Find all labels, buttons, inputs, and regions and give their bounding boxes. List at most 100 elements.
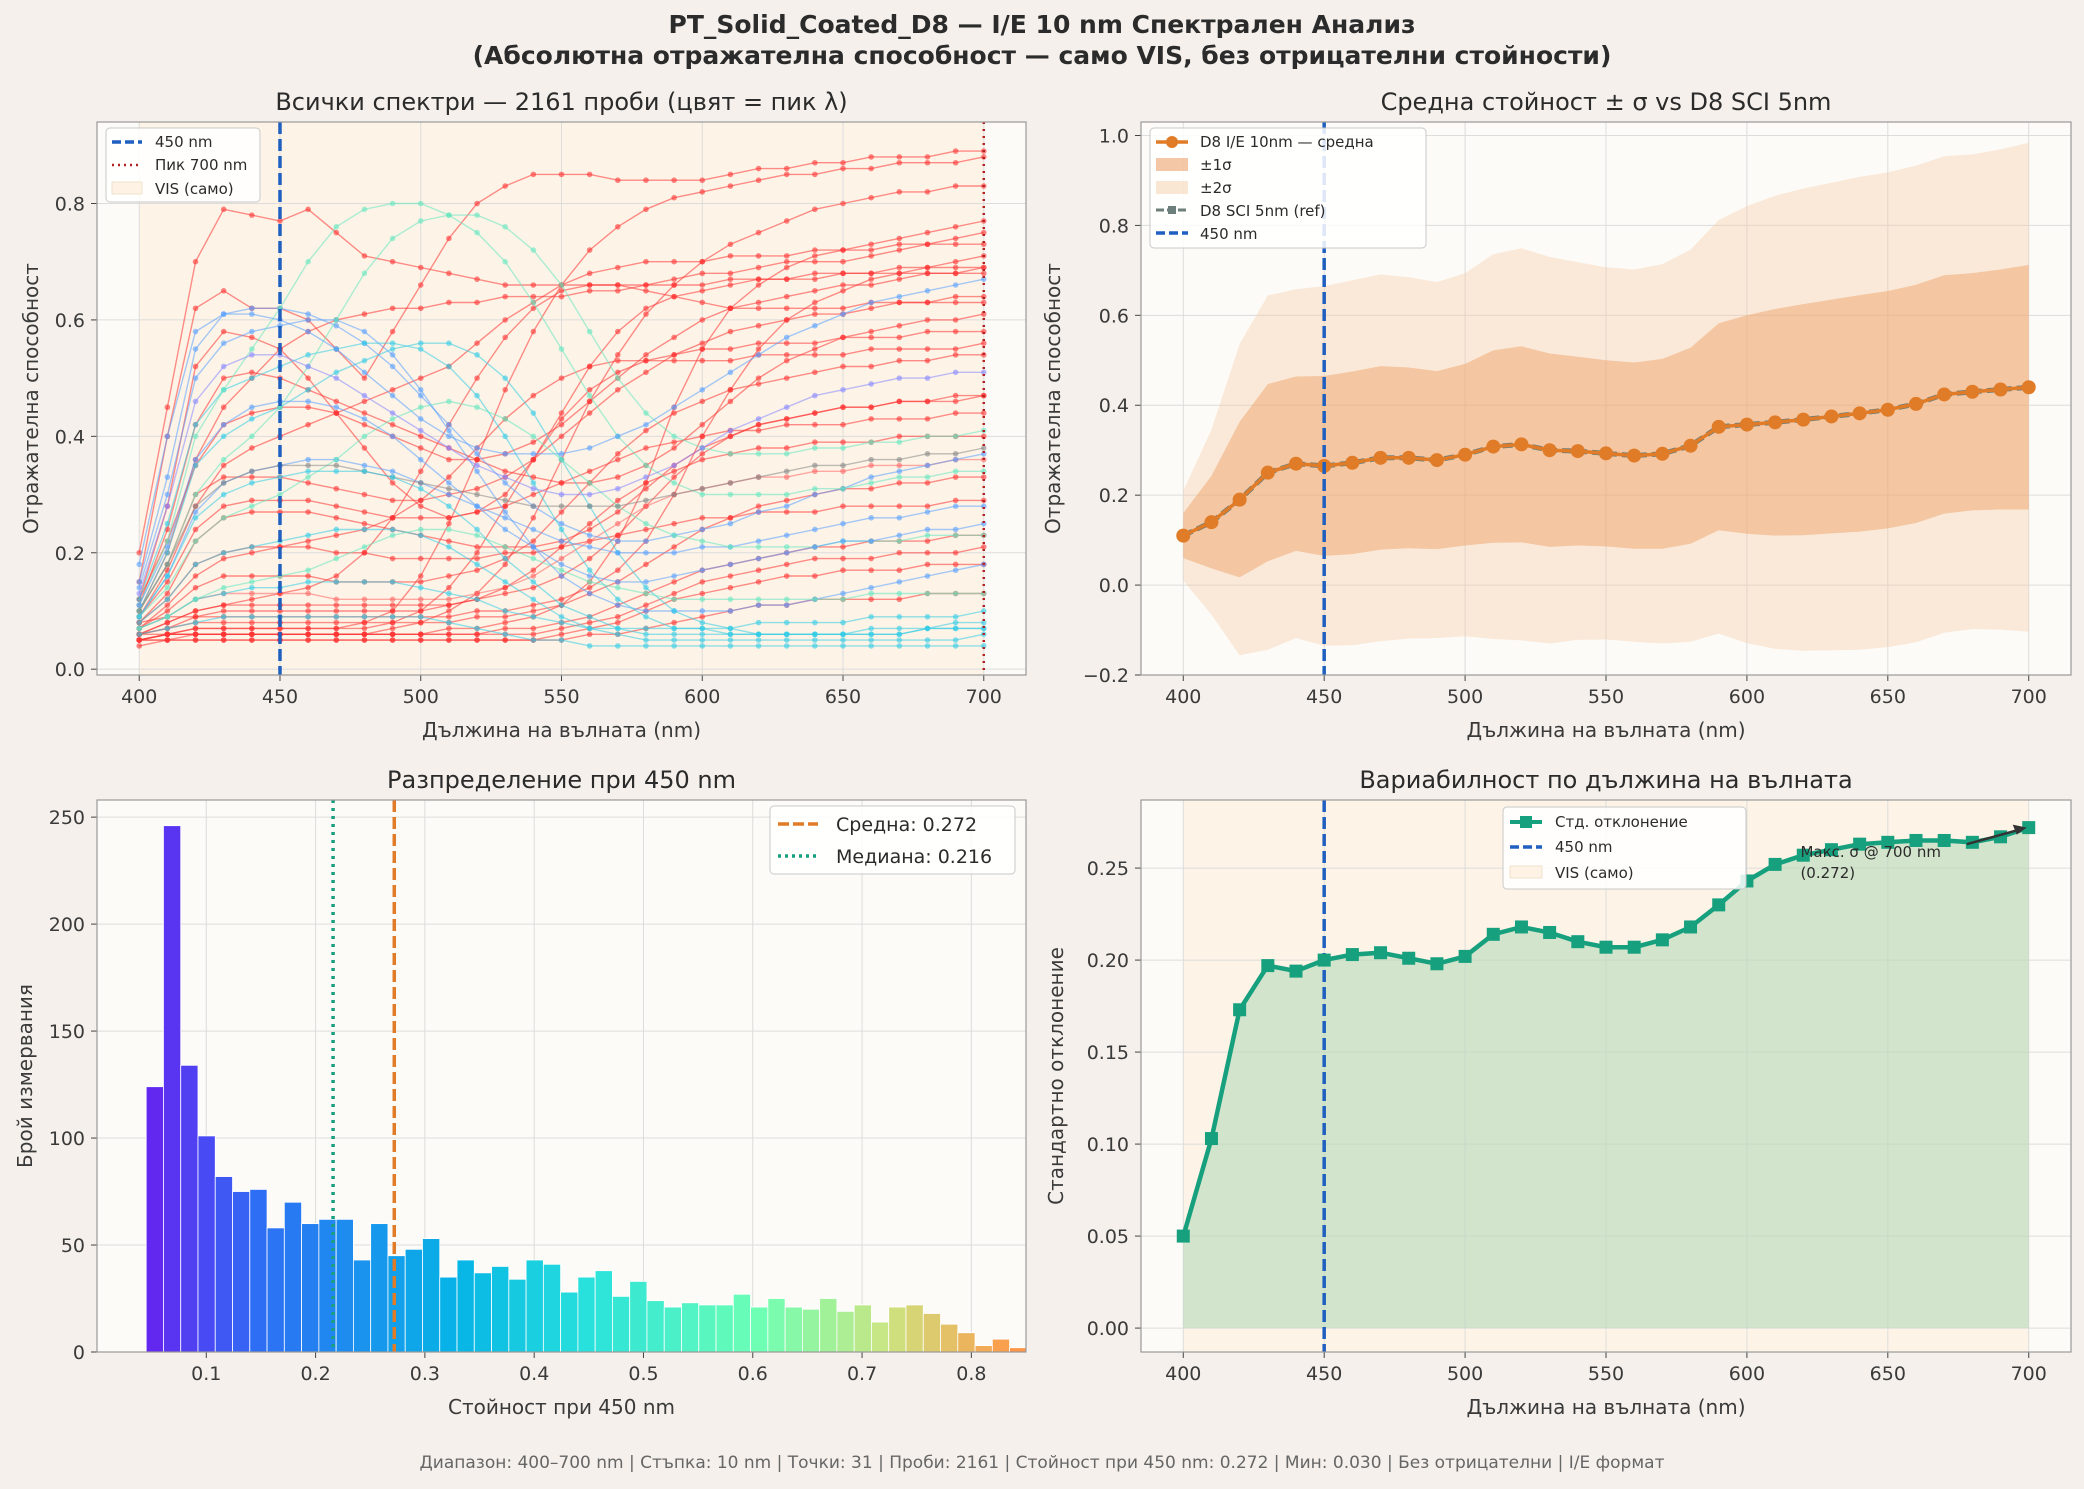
std-point — [1177, 1230, 1190, 1243]
spectrum-point — [333, 556, 339, 562]
spectrum-point — [643, 207, 649, 213]
spectrum-point — [840, 631, 846, 637]
spectrum-point — [728, 172, 734, 178]
spectrum-point — [587, 282, 593, 288]
spectrum-point — [699, 620, 705, 626]
spectrum-point — [305, 567, 311, 573]
legend-label: 450 nm — [1555, 838, 1613, 856]
spectrum-point — [390, 305, 396, 311]
y-tick-label: −0.2 — [1083, 665, 1129, 687]
y-tick-label: 200 — [49, 914, 85, 936]
spectrum-point — [728, 183, 734, 189]
spectrum-point — [502, 562, 508, 568]
spectrum-point — [502, 434, 508, 440]
spectrum-point — [897, 375, 903, 381]
spectrum-point — [925, 538, 931, 544]
legend-swatch — [1156, 158, 1188, 171]
spectrum-point — [953, 620, 959, 626]
spectrum-point — [587, 271, 593, 277]
spectrum-point — [333, 317, 339, 323]
spectrum-point — [615, 434, 621, 440]
spectrum-point — [953, 329, 959, 335]
spectrum-point — [418, 340, 424, 346]
spectrum-point — [418, 532, 424, 538]
spectrum-point — [165, 608, 171, 614]
spectrum-point — [193, 585, 199, 591]
spectrum-point — [756, 579, 762, 585]
spectrum-point — [756, 230, 762, 236]
spectrum-point — [474, 631, 480, 637]
spectrum-point — [418, 434, 424, 440]
spectrum-point — [587, 521, 593, 527]
mean-point — [1176, 529, 1190, 543]
spectrum-point — [418, 387, 424, 393]
spectrum-point — [165, 521, 171, 527]
spectrum-point — [756, 503, 762, 509]
spectrum-point — [840, 311, 846, 317]
spectrum-point — [531, 602, 537, 608]
spectrum-point — [840, 305, 846, 311]
spectrum-point — [446, 340, 452, 346]
spectrum-point — [531, 410, 537, 416]
spectrum-point — [868, 439, 874, 445]
spectrum-point — [418, 457, 424, 463]
spectrum-point — [897, 189, 903, 195]
spectrum-point — [840, 567, 846, 573]
std-point — [1684, 920, 1697, 933]
spectrum-point — [418, 416, 424, 422]
spectrum-point — [671, 637, 677, 643]
spectrum-point — [446, 364, 452, 370]
spectrum-point — [728, 451, 734, 457]
spectrum-point — [587, 527, 593, 533]
spectrum-point — [418, 468, 424, 474]
spectrum-point — [868, 305, 874, 311]
spectrum-point — [474, 340, 480, 346]
spectrum-point — [728, 643, 734, 649]
spectrum-point — [333, 457, 339, 463]
std-point — [1600, 941, 1613, 954]
spectrum-point — [897, 463, 903, 469]
spectrum-point — [784, 509, 790, 515]
histogram-bar — [561, 1292, 578, 1352]
spectrum-point — [502, 515, 508, 521]
spectrum-point — [559, 637, 565, 643]
spectrum-point — [333, 573, 339, 579]
spectrum-point — [840, 259, 846, 265]
histogram-bar — [906, 1305, 923, 1352]
spectrum-point — [502, 620, 508, 626]
spectrum-point — [784, 573, 790, 579]
spectrum-point — [953, 527, 959, 533]
spectrum-point — [953, 282, 959, 288]
spectrum-point — [925, 562, 931, 568]
spectrum-point — [362, 434, 368, 440]
chart-std-variability: 400 450 500 550 600 650 700 0.00 0.05 0.10 0.15 0.2… — [1040, 745, 2084, 1449]
spectrum-point — [671, 474, 677, 480]
spectrum-point — [221, 573, 227, 579]
y-axis-label: Брой измервания — [13, 984, 37, 1168]
spectrum-point — [812, 637, 818, 643]
std-point — [1233, 1003, 1246, 1016]
spectrum-point — [305, 468, 311, 474]
spectrum-point — [559, 556, 565, 562]
histogram-bar — [578, 1277, 595, 1352]
spectrum-point — [165, 503, 171, 509]
spectrum-point — [671, 177, 677, 183]
spectrum-point — [953, 434, 959, 440]
spectrum-point — [474, 486, 480, 492]
spectrum-point — [671, 492, 677, 498]
spectrum-point — [643, 370, 649, 376]
spectrum-point — [756, 340, 762, 346]
spectrum-point — [531, 637, 537, 643]
spectrum-point — [615, 602, 621, 608]
spectrum-point — [165, 614, 171, 620]
spectrum-point — [925, 463, 931, 469]
spectrum-point — [643, 626, 649, 632]
spectrum-point — [953, 393, 959, 399]
spectrum-point — [812, 247, 818, 253]
spectrum-point — [587, 573, 593, 579]
spectrum-point — [587, 492, 593, 498]
spectrum-point — [446, 602, 452, 608]
spectrum-point — [418, 556, 424, 562]
x-axis-label: Дължина на вълната (nm) — [422, 718, 701, 742]
spectrum-point — [671, 434, 677, 440]
